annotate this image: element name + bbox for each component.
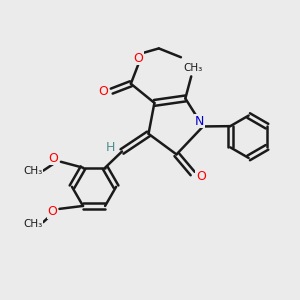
Text: O: O — [133, 52, 143, 64]
Text: CH₃: CH₃ — [23, 219, 43, 229]
Text: O: O — [49, 152, 58, 165]
Text: O: O — [98, 85, 108, 98]
Text: CH₃: CH₃ — [23, 166, 43, 176]
Text: O: O — [47, 205, 57, 218]
Text: CH₃: CH₃ — [183, 63, 202, 73]
Text: N: N — [195, 115, 204, 128]
Text: O: O — [196, 170, 206, 183]
Text: H: H — [106, 141, 116, 154]
